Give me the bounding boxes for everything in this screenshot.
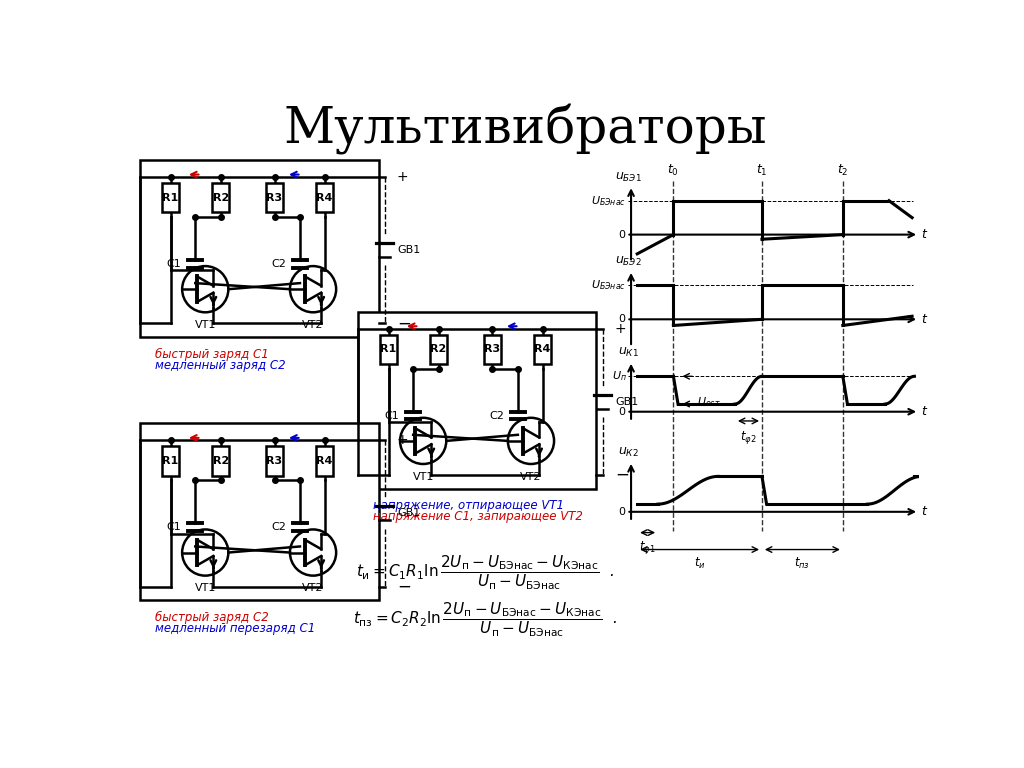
Text: −: − <box>397 578 411 595</box>
Text: $t_{пз}$: $t_{пз}$ <box>795 556 810 571</box>
Text: $U_{БЭ нас}$: $U_{БЭ нас}$ <box>592 279 627 293</box>
Text: GB1: GB1 <box>397 245 420 255</box>
Text: R1: R1 <box>163 193 179 203</box>
Text: GB1: GB1 <box>397 508 420 518</box>
Text: $U_{БЭ нас}$: $U_{БЭ нас}$ <box>592 194 627 207</box>
Text: $u_{К2}$: $u_{К2}$ <box>617 446 638 459</box>
Text: 0: 0 <box>617 407 625 417</box>
Text: быстрый заряд С2: быстрый заряд С2 <box>156 611 269 624</box>
Text: C1: C1 <box>167 259 181 269</box>
Text: R3: R3 <box>266 193 283 203</box>
Text: 0: 0 <box>617 230 625 240</box>
Bar <box>484 335 501 364</box>
Text: VT2: VT2 <box>302 584 324 594</box>
Text: $u_{К1}$: $u_{К1}$ <box>617 346 638 359</box>
Text: R3: R3 <box>266 456 283 466</box>
Bar <box>162 183 179 212</box>
Text: C2: C2 <box>271 522 286 532</box>
Circle shape <box>182 266 228 313</box>
Text: VT1: VT1 <box>195 584 216 594</box>
Text: $t_{\varphi 2}$: $t_{\varphi 2}$ <box>740 429 757 445</box>
Text: C2: C2 <box>271 259 286 269</box>
Text: R2: R2 <box>213 456 228 466</box>
Bar <box>212 183 229 212</box>
Text: напряжение, отпирающее VT1: напряжение, отпирающее VT1 <box>373 499 564 512</box>
Bar <box>212 446 229 475</box>
Text: $t$: $t$ <box>921 505 928 518</box>
Text: VT1: VT1 <box>413 472 434 482</box>
Text: −: − <box>397 314 411 332</box>
Circle shape <box>290 529 336 576</box>
Text: $t_0$: $t_0$ <box>668 163 679 177</box>
Text: R4: R4 <box>535 344 551 354</box>
Text: $t$: $t$ <box>921 228 928 241</box>
Text: +: + <box>397 433 409 447</box>
Circle shape <box>508 418 554 464</box>
Text: $u_{БЭ1}$: $u_{БЭ1}$ <box>614 170 641 184</box>
Bar <box>430 335 447 364</box>
Text: $t$: $t$ <box>921 406 928 419</box>
Text: R2: R2 <box>213 193 228 203</box>
Text: +: + <box>397 170 409 184</box>
Text: VT2: VT2 <box>302 320 324 330</box>
Text: $t_2$: $t_2$ <box>837 163 849 177</box>
Text: $U_{ост}$: $U_{ост}$ <box>696 396 721 409</box>
Bar <box>380 335 397 364</box>
Text: VT1: VT1 <box>195 320 216 330</box>
Text: R4: R4 <box>316 456 333 466</box>
Text: C2: C2 <box>489 411 504 421</box>
Text: Мультивибраторы: Мультивибраторы <box>283 104 767 154</box>
Text: $t_{\rm пз} = C_2 R_2 \ln \dfrac{2U_{\rm п} - U_{\rm БЭ нас} - U_{\rm КЭ нас}}{U: $t_{\rm пз} = C_2 R_2 \ln \dfrac{2U_{\rm… <box>353 601 616 639</box>
Bar <box>140 423 379 601</box>
Bar <box>357 312 596 488</box>
Text: $t_1$: $t_1$ <box>756 163 768 177</box>
Text: C1: C1 <box>167 522 181 532</box>
Text: $t$: $t$ <box>921 313 928 326</box>
Bar <box>535 335 551 364</box>
Text: 0: 0 <box>617 314 625 324</box>
Text: быстрый заряд С1: быстрый заряд С1 <box>156 348 269 361</box>
Bar <box>266 183 283 212</box>
Bar <box>162 446 179 475</box>
Text: напряжение С1, запирающее VT2: напряжение С1, запирающее VT2 <box>373 510 583 523</box>
Text: VT2: VT2 <box>520 472 542 482</box>
Text: 0: 0 <box>617 507 625 517</box>
Circle shape <box>400 418 446 464</box>
Bar <box>316 446 333 475</box>
Bar <box>316 183 333 212</box>
Circle shape <box>290 266 336 313</box>
Text: R1: R1 <box>380 344 396 354</box>
Text: R1: R1 <box>163 456 179 466</box>
Bar <box>140 160 379 337</box>
Text: $t_{\rm и} = C_1 R_1 \ln \dfrac{2U_{\rm п} - U_{\rm БЭ нас} - U_{\rm КЭ нас}}{U_: $t_{\rm и} = C_1 R_1 \ln \dfrac{2U_{\rm … <box>355 554 613 592</box>
Text: GB1: GB1 <box>614 397 638 407</box>
Text: $u_{БЭ2}$: $u_{БЭ2}$ <box>614 256 641 269</box>
Text: $t_{\varphi 1}$: $t_{\varphi 1}$ <box>639 539 656 556</box>
Text: C1: C1 <box>385 411 399 421</box>
Bar <box>266 446 283 475</box>
Text: −: − <box>614 466 629 484</box>
Text: R2: R2 <box>430 344 446 354</box>
Text: $t_и$: $t_и$ <box>694 556 706 571</box>
Text: медленный заряд С2: медленный заряд С2 <box>156 359 286 372</box>
Text: медленный перезаряд С1: медленный перезаряд С1 <box>156 622 315 635</box>
Circle shape <box>182 529 228 576</box>
Text: +: + <box>614 322 627 336</box>
Text: $U_п$: $U_п$ <box>611 369 627 383</box>
Text: R4: R4 <box>316 193 333 203</box>
Text: R3: R3 <box>484 344 501 354</box>
